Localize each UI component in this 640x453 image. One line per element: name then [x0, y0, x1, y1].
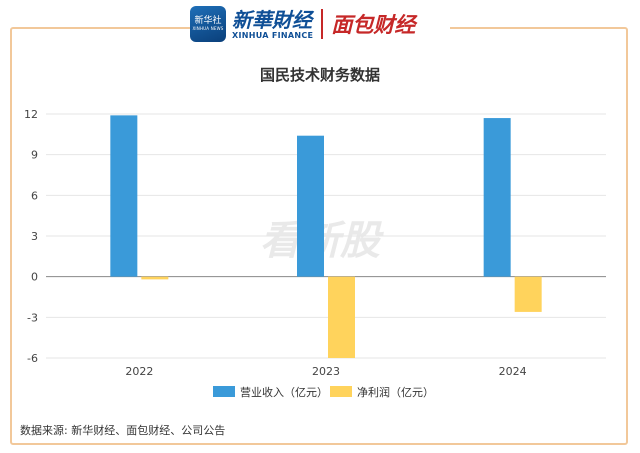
y-tick-label: -3	[27, 311, 38, 324]
y-tick-label: -6	[27, 352, 38, 365]
bar-net-profit	[141, 276, 169, 280]
x-tick-label: 2024	[499, 365, 527, 378]
source-note: 数据来源: 新华财经、面包财经、公司公告	[20, 424, 226, 437]
bar-revenue	[297, 135, 324, 277]
bar-revenue	[483, 118, 511, 277]
chart-title: 国民技术财务数据	[259, 66, 380, 84]
y-tick-label: 6	[31, 189, 38, 202]
mianbao-brand: 面包财经	[331, 13, 416, 37]
legend-revenue-label: 营业收入（亿元）	[240, 385, 328, 399]
y-tick-label: 9	[31, 149, 38, 162]
x-tick-label: 2023	[312, 365, 340, 378]
bar-revenue	[110, 115, 138, 277]
brand-divider	[321, 9, 324, 39]
y-tick-label: 12	[24, 108, 38, 121]
y-tick-label: 0	[31, 271, 38, 284]
xinhua-logo: 新华社 XINHUA NEWS	[190, 6, 226, 42]
y-tick-label: 3	[31, 230, 38, 243]
bar-net-profit	[328, 276, 355, 358]
legend-net-profit-label: 净利润（亿元）	[357, 385, 434, 399]
legend-revenue-swatch	[213, 386, 235, 397]
bar-net-profit	[514, 276, 542, 312]
xinhua-finance-brand: 新華財经 XINHUA FINANCE	[232, 7, 314, 40]
x-tick-label: 2022	[125, 365, 153, 378]
legend-net-profit-swatch	[330, 386, 352, 397]
brand-header: 新华社 XINHUA NEWS 新華財经 XINHUA FINANCE 面包财经	[190, 4, 450, 44]
